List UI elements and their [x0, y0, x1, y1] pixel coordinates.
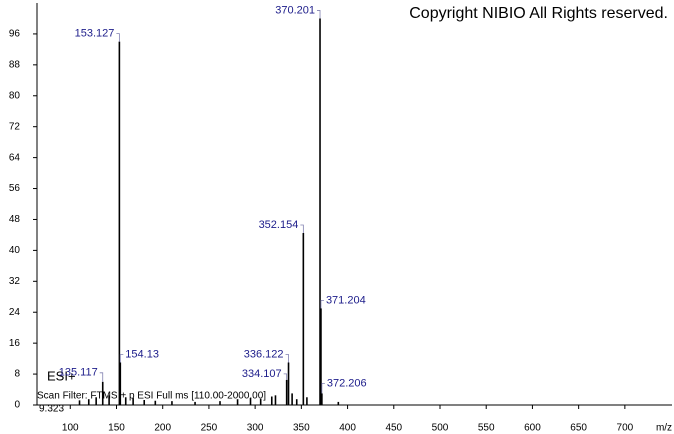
peak-label: 371.204 [326, 294, 366, 306]
y-tick-label: 24 [9, 307, 21, 318]
y-tick-label: 16 [9, 338, 21, 349]
x-tick-label: 500 [432, 423, 449, 434]
label-leader [300, 224, 304, 233]
peak-label: 370.201 [275, 4, 315, 16]
peak-label: 154.13 [125, 348, 159, 360]
label-leader [119, 354, 124, 363]
y-tick-label: 8 [14, 369, 20, 380]
x-tick-label: 450 [385, 423, 402, 434]
x-tick-label: 550 [478, 423, 495, 434]
copyright: Copyright NIBIO All Rights reserved. [409, 5, 668, 22]
peak-label: 334.107 [242, 368, 282, 380]
x-tick-label: 700 [617, 423, 634, 434]
y-tick-label: 32 [9, 276, 21, 287]
y-tick-label: 40 [9, 245, 21, 256]
y-tick-label: 88 [9, 59, 21, 70]
y-tick-label: 72 [9, 121, 21, 132]
peak-label: 336.122 [244, 348, 284, 360]
label-leader [283, 373, 288, 380]
y-tick-label: 80 [9, 90, 21, 101]
x-tick-label: 300 [247, 423, 264, 434]
x-tick-label: 600 [524, 423, 541, 434]
ion-mode: ESI+ [47, 368, 76, 383]
x-tick-label: 650 [570, 423, 587, 434]
peak-label: 352.154 [259, 219, 299, 231]
label-leader [317, 10, 321, 19]
label-leader [321, 383, 325, 394]
scan-filter: Scan Filter: FTMS + p ESI Full ms [110.0… [37, 391, 266, 402]
y-tick-label: 0 [14, 400, 20, 411]
peak-label: 153.127 [75, 28, 115, 40]
retention-note: 9.323 [39, 404, 64, 415]
x-tick-label: 200 [154, 423, 171, 434]
y-tick-label: 64 [9, 152, 21, 163]
y-tick-label: 56 [9, 183, 21, 194]
label-leader [320, 299, 324, 309]
peak-label: 135.117 [59, 367, 98, 379]
x-tick-label: 100 [62, 423, 79, 434]
x-tick-label: 350 [293, 423, 310, 434]
x-axis-label: m/z [656, 423, 672, 434]
label-leader [285, 354, 289, 363]
x-tick-label: 150 [108, 423, 125, 434]
x-tick-label: 250 [201, 423, 218, 434]
x-tick-label: 400 [339, 423, 356, 434]
y-tick-label: 48 [9, 214, 21, 225]
label-leader [99, 372, 104, 382]
peak-label: 372.206 [327, 377, 367, 389]
label-leader [116, 33, 120, 42]
y-tick-label: 96 [9, 29, 21, 40]
